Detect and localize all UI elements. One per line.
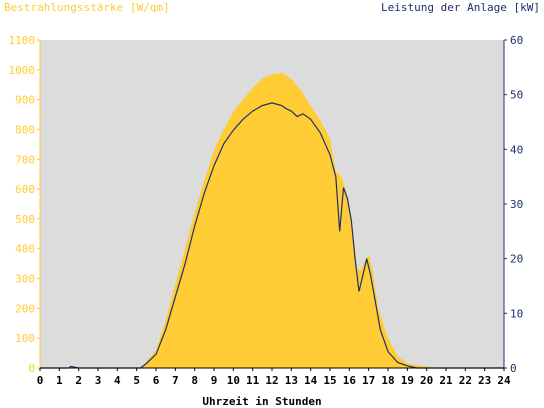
right-tick-label: 50 [510,89,523,102]
right-tick-label: 60 [510,34,523,47]
x-tick-label: 2 [75,374,82,387]
left-tick-label: 100 [15,332,35,345]
x-tick-label: 22 [459,374,472,387]
left-tick-label: 200 [15,302,35,315]
left-tick-label: 500 [15,213,35,226]
left-tick-label: 400 [15,243,35,256]
left-tick-label: 600 [15,183,35,196]
x-tick-label: 16 [343,374,357,387]
x-axis-label: Uhrzeit in Stunden [202,395,321,408]
left-tick-label: 700 [15,153,35,166]
left-tick-label: 900 [15,94,35,107]
left-tick-label: 1100 [9,34,36,47]
x-tick-label: 4 [114,374,121,387]
left-tick-label: 1000 [9,64,36,77]
x-tick-label: 13 [285,374,298,387]
x-tick-label: 15 [323,374,336,387]
series-layer [40,72,504,369]
left-tick-label: 800 [15,123,35,136]
left-axis-label: Bestrahlungsstärke [W/qm] [4,1,170,14]
left-tick-label: 300 [15,273,35,286]
x-tick-label: 14 [304,374,318,387]
x-tick-label: 6 [153,374,160,387]
x-tick-label: 24 [497,374,511,387]
x-tick-label: 5 [133,374,140,387]
x-tick-label: 23 [478,374,491,387]
x-tick-label: 10 [227,374,240,387]
x-tick-label: 21 [439,374,453,387]
x-tick-label: 19 [401,374,414,387]
x-tick-label: 1 [56,374,63,387]
right-tick-label: 30 [510,198,523,211]
irradiance-area [40,72,504,369]
x-tick-label: 20 [420,374,433,387]
x-tick-label: 18 [381,374,394,387]
right-tick-label: 0 [510,362,517,375]
x-tick-label: 9 [211,374,218,387]
right-tick-label: 20 [510,253,523,266]
axes-layer: 0100200300400500600700800900100011000102… [9,34,524,387]
x-tick-label: 11 [246,374,260,387]
x-tick-label: 12 [265,374,278,387]
right-tick-label: 40 [510,143,523,156]
x-tick-label: 17 [362,374,375,387]
left-tick-label: 0 [28,362,35,375]
power-line [40,102,504,369]
right-axis-label: Leistung der Anlage [kW] [381,1,540,14]
x-tick-label: 8 [191,374,198,387]
x-tick-label: 0 [37,374,44,387]
right-tick-label: 10 [510,307,523,320]
x-tick-label: 7 [172,374,179,387]
x-tick-label: 3 [95,374,102,387]
